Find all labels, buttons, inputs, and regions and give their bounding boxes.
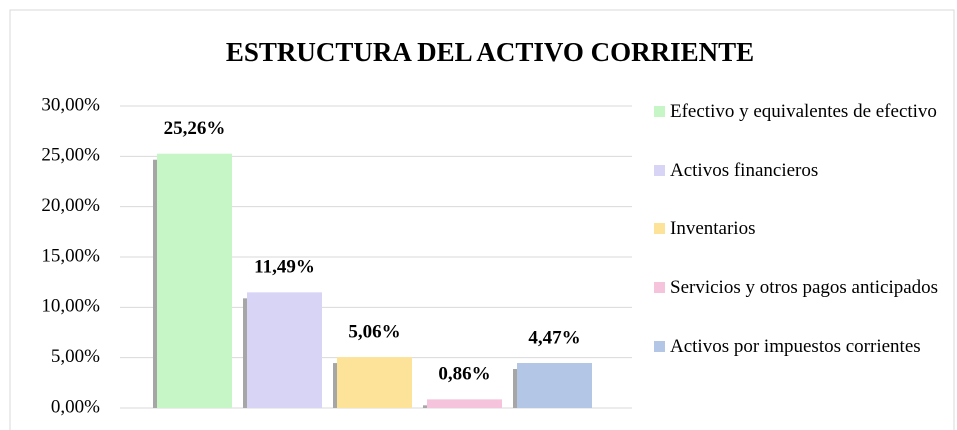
bar	[157, 153, 232, 408]
legend-item: Efectivo y equivalentes de efectivo	[654, 101, 957, 123]
y-tick-label: 20,00%	[41, 195, 100, 216]
legend-item: Inventarios	[654, 218, 957, 240]
legend-label: Servicios y otros pagos anticipados	[670, 277, 939, 298]
legend-swatch	[654, 106, 665, 117]
bar	[337, 357, 412, 408]
bar	[247, 292, 322, 408]
legend-swatch	[654, 165, 665, 176]
legend-swatch	[654, 223, 665, 234]
legend-item: Activos financieros	[654, 160, 957, 182]
y-tick-label: 10,00%	[41, 296, 100, 317]
legend-label: Inventarios	[670, 218, 756, 239]
legend-label: Activos financieros	[670, 160, 819, 181]
y-tick-label: 25,00%	[41, 145, 100, 166]
y-tick-label: 5,00%	[51, 346, 100, 367]
value-label: 11,49%	[254, 257, 315, 278]
legend-item: Activos por impuestos corrientes	[654, 336, 957, 358]
chart-title: ESTRUCTURA DEL ACTIVO CORRIENTE	[226, 37, 754, 67]
value-label: 0,86%	[438, 364, 490, 385]
value-label: 25,26%	[164, 118, 226, 139]
legend-swatch	[654, 341, 665, 352]
value-label: 4,47%	[528, 327, 580, 348]
legend-label: Efectivo y equivalentes de efectivo	[670, 101, 937, 122]
y-tick-label: 0,00%	[51, 396, 100, 417]
legend-label: Activos por impuestos corrientes	[670, 336, 921, 357]
legend-swatch	[654, 282, 665, 293]
y-tick-label: 30,00%	[41, 94, 100, 115]
y-tick-label: 15,00%	[41, 245, 100, 266]
bar	[517, 363, 592, 408]
value-label: 5,06%	[348, 321, 400, 342]
legend-item: Servicios y otros pagos anticipados	[654, 277, 957, 299]
bar	[427, 399, 502, 408]
